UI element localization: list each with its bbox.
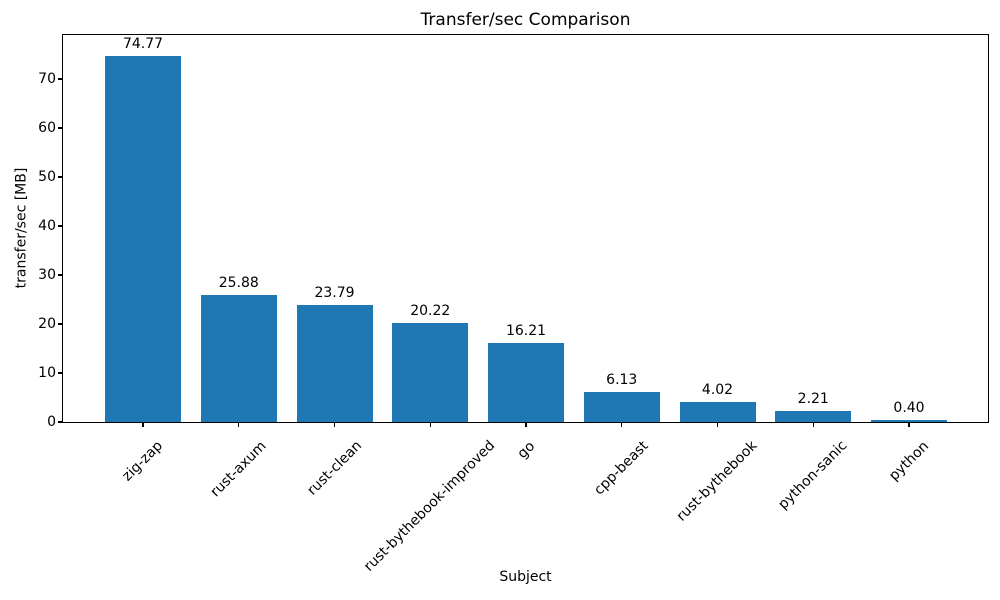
- bar-value-label: 74.77: [122, 35, 164, 52]
- bar-value-label: 16.21: [505, 322, 547, 339]
- y-tick-label: 60: [38, 119, 56, 136]
- x-tick-label-rust-bythebook: rust-bythebook: [673, 438, 761, 525]
- x-tick-label-rust-axum: rust-axum: [207, 438, 270, 501]
- bar-zig-zap: [105, 55, 181, 422]
- bar-value-label: 2.21: [797, 391, 829, 408]
- y-tick: [58, 225, 63, 227]
- x-tick: [333, 422, 336, 427]
- y-tick: [58, 274, 63, 276]
- plot-area: 74.77 zig-zap 25.88 rust-axum 23.79 rust-clea…: [38, 34, 989, 575]
- x-tick-label-python-sanic: python-sanic: [775, 437, 851, 514]
- x-tick: [621, 422, 623, 427]
- bar-value-label: 4.02: [701, 382, 734, 399]
- y-tick-label: 10: [38, 364, 56, 381]
- x-tick: [716, 422, 719, 427]
- x-tick-label-rust-bythebook-improved: rust-bythebook-improved: [361, 437, 499, 576]
- y-tick: [58, 78, 63, 80]
- y-tick-label: 50: [38, 168, 56, 185]
- y-tick: [58, 176, 63, 178]
- bar-rust-clean: [296, 305, 373, 422]
- x-tick-label-python: python: [885, 437, 932, 484]
- bar-value-label: 0.40: [893, 400, 925, 417]
- x-tick-label-go: go: [514, 437, 538, 462]
- x-tick: [908, 422, 910, 427]
- x-tick: [812, 422, 814, 427]
- bar-value-label: 25.88: [218, 275, 259, 292]
- bar-value-label: 23.79: [314, 285, 355, 302]
- bar-python: [871, 420, 947, 422]
- x-tick-label-cpp-beast: cpp-beast: [591, 437, 652, 499]
- x-tick-label-zig-zap: zig-zap: [119, 437, 166, 485]
- bar-cpp-beast: [583, 391, 660, 422]
- bar-go: [488, 342, 564, 422]
- bar-value-label: 6.13: [606, 371, 638, 388]
- y-tick: [58, 421, 63, 423]
- x-tick: [429, 422, 431, 427]
- y-tick: [58, 127, 63, 129]
- y-tick: [58, 372, 63, 374]
- y-tick-label: 70: [38, 70, 56, 87]
- bar-python-sanic: [775, 411, 852, 422]
- bar-value-label: 20.22: [410, 302, 451, 319]
- y-tick: [58, 323, 63, 325]
- y-tick-label: 20: [38, 315, 56, 332]
- x-tick: [238, 422, 240, 427]
- x-tick: [142, 422, 144, 427]
- y-tick-label: 40: [38, 217, 56, 234]
- x-tick: [525, 422, 527, 427]
- y-tick-label: 0: [47, 413, 56, 430]
- y-tick-label: 30: [38, 266, 56, 283]
- chart-title: Transfer/sec Comparison: [420, 10, 631, 30]
- bar-rust-axum: [200, 295, 277, 422]
- x-axis-label: Subject: [499, 569, 552, 585]
- bar-rust-bythebook-improved: [392, 322, 469, 422]
- bar-rust-bythebook: [679, 402, 756, 422]
- x-tick-label-rust-clean: rust-clean: [303, 437, 365, 499]
